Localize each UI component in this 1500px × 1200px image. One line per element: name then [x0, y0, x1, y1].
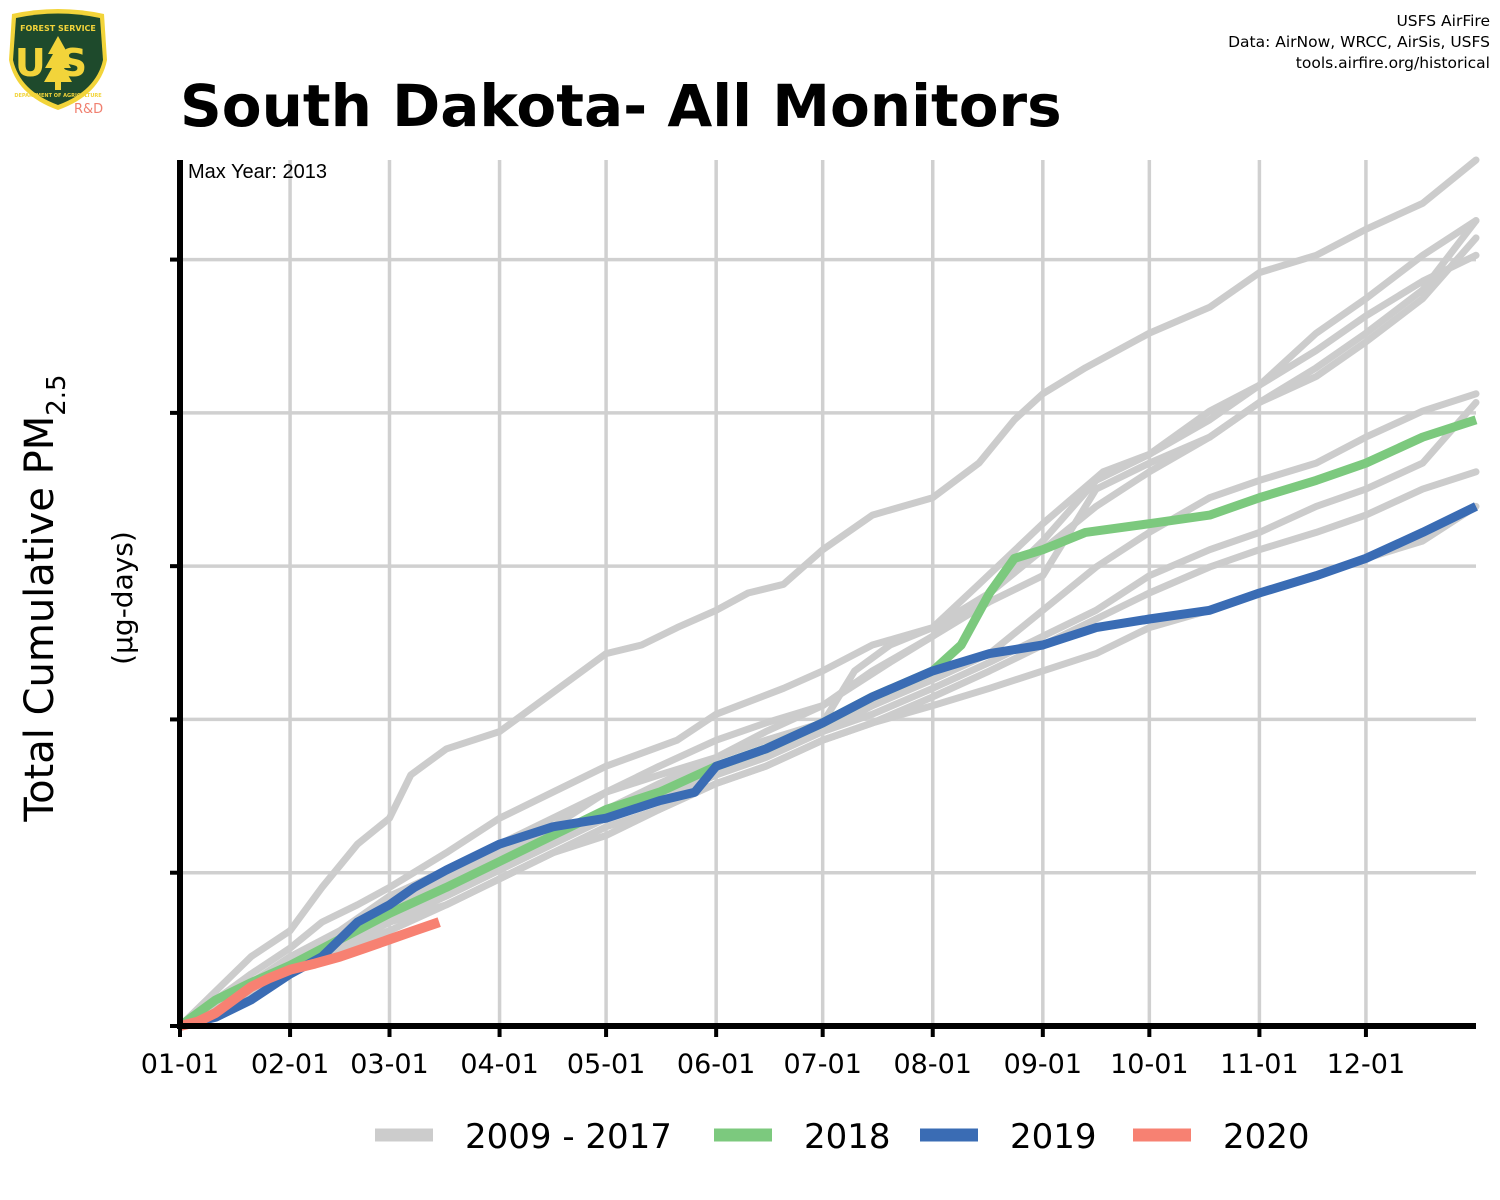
svg-text:Total Cumulative PM2.5: Total Cumulative PM2.5 [17, 374, 72, 822]
x-tick-label-05-01: 05-01 [567, 1049, 645, 1080]
y-axis-label-main: Total Cumulative PM [17, 416, 63, 823]
background-series-2009-2017 [176, 156, 1480, 1030]
series-line-2020 [178, 917, 441, 1031]
logo-badge: R&D [74, 102, 103, 117]
credit-line-1: USFS AirFire [1396, 12, 1490, 30]
x-tick-label-06-01: 06-01 [677, 1049, 755, 1080]
y-axis-label: Total Cumulative PM2.5 [17, 374, 72, 822]
max-year-annotation: Max Year: 2013 [188, 161, 327, 183]
series-line-2019 [178, 502, 1478, 1031]
logo-department: DEPARTMENT OF AGRICULTURE [14, 93, 102, 99]
x-tick-label-04-01: 04-01 [460, 1049, 538, 1080]
background-line-3 [176, 234, 1480, 1030]
legend-label-0: 2009 - 2017 [465, 1117, 672, 1157]
credit-line-3: tools.airfire.org/historical [1296, 54, 1490, 72]
legend-label-3: 2020 [1223, 1117, 1310, 1157]
y-axis-label-subscript: 2.5 [42, 374, 72, 415]
legend: 2009 - 2017 2018 2019 2020 [375, 1117, 1310, 1157]
x-tick-label-11-01: 11-01 [1220, 1049, 1298, 1080]
x-tick-label-07-01: 07-01 [783, 1049, 861, 1080]
axes [170, 160, 1476, 1037]
chart-title: South Dakota- All Monitors [180, 72, 1062, 140]
legend-label-2: 2019 [1010, 1117, 1097, 1157]
logo-agency: FOREST SERVICE [20, 24, 96, 33]
usfs-logo: FOREST SERVICE US DEPARTMENT OF AGRICULT… [9, 9, 107, 117]
credit-line-2: Data: AirNow, WRCC, AirSis, USFS [1228, 33, 1490, 51]
x-tick-label-01-01: 01-01 [141, 1049, 219, 1080]
x-tick-label-12-01: 12-01 [1327, 1049, 1405, 1080]
background-line-1 [176, 156, 1480, 1030]
x-tick-labels: 01-01 02-01 03-01 04-01 05-01 06-01 07-01 08-01… [141, 1049, 1405, 1080]
x-tick-label-02-01: 02-01 [251, 1049, 329, 1080]
x-tick-label-09-01: 09-01 [1004, 1049, 1082, 1080]
legend-label-1: 2018 [804, 1117, 891, 1157]
tree-icon [44, 36, 72, 90]
highlight-series [177, 415, 1478, 1031]
x-tick-label-08-01: 08-01 [894, 1049, 972, 1080]
y-axis-units: (µg-days) [106, 531, 139, 665]
x-tick-label-10-01: 10-01 [1110, 1049, 1188, 1080]
x-tick-label-03-01: 03-01 [350, 1049, 428, 1080]
